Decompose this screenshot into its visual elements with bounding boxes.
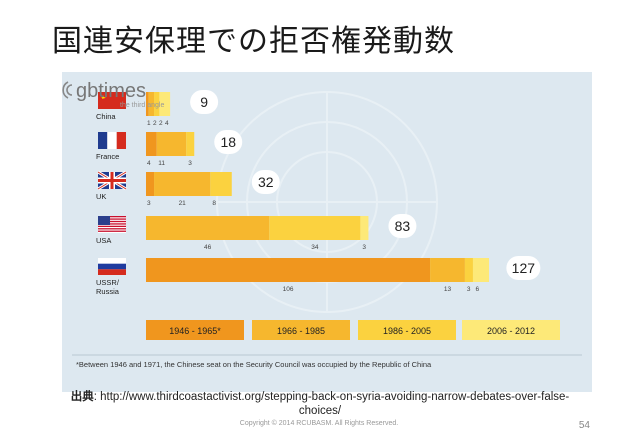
segment-value-label: 46 [204, 244, 212, 251]
bar-segment [154, 92, 160, 116]
bar-segment [472, 258, 490, 282]
legend-label: 1946 - 1965* [169, 326, 221, 336]
total-label: 9 [200, 94, 208, 110]
country-label: Russia [96, 287, 120, 296]
country-label: France [96, 152, 119, 161]
segment-value-label: 3 [188, 160, 192, 167]
total-bubble [506, 256, 541, 280]
bar-segment [360, 216, 369, 240]
segment-value-label: 4 [147, 160, 151, 167]
segment-value-label: 11 [158, 160, 165, 167]
russia-flag-icon [98, 258, 126, 275]
segment-value-label: 34 [311, 244, 319, 251]
segment-value-label: 3 [467, 286, 471, 293]
segment-value-label: 21 [179, 200, 187, 207]
page-number: 54 [578, 420, 590, 431]
legend: 1946 - 1965* 1966 - 1985 1986 - 2005 2006 -… [146, 320, 560, 340]
flags: China France UK USA USSR/Russia [96, 92, 127, 296]
total-bubble [388, 214, 417, 238]
bar-segment [464, 258, 473, 282]
total-label: 127 [512, 260, 536, 276]
bar-segment [146, 258, 431, 282]
bar-segment [159, 92, 171, 116]
logo-brand: gbtimes [76, 80, 146, 102]
bar-segment [146, 92, 149, 116]
gbtimes-logo: gbtimes the third angle [62, 80, 164, 109]
segment-value-label: 4 [165, 120, 169, 127]
segment-value-label: 2 [159, 120, 163, 127]
bar-segment [156, 132, 187, 156]
bar-segment [146, 132, 157, 156]
legend-label: 1966 - 1985 [277, 326, 325, 336]
legend-label: 1986 - 2005 [383, 326, 431, 336]
bar-segment [146, 216, 270, 240]
bar-segment [269, 216, 361, 240]
slide-title: 国連安保理での拒否権発動数 [52, 24, 455, 59]
uk-flag-icon [97, 170, 127, 191]
signal-icon [62, 81, 73, 99]
segment-value-label: 8 [212, 200, 216, 207]
bar-segment [210, 172, 232, 196]
segment-value-label: 3 [147, 200, 151, 207]
segment-value-label: 3 [362, 244, 366, 251]
country-label: China [96, 112, 116, 121]
total-label: 18 [220, 134, 236, 150]
bar-segment [186, 132, 195, 156]
source-label: 出典 [70, 391, 94, 403]
country-label: UK [96, 192, 106, 201]
legend-label: 2006 - 2012 [487, 326, 535, 336]
bar-segment [146, 172, 155, 196]
chart-panel: China France UK USA USSR/Russia 1 2 2 4 9 4 11 3 18 3… [62, 72, 592, 392]
segment-value-label: 6 [475, 286, 479, 293]
segment-value-label: 106 [283, 286, 294, 293]
total-bubble [190, 90, 219, 114]
legend-swatch [146, 320, 244, 340]
source-line: 出典: http://www.thirdcoastactivist.org/st… [60, 390, 580, 418]
source-url[interactable]: : http://www.thirdcoastactivist.org/step… [93, 391, 570, 417]
china-flag-icon [98, 92, 126, 109]
logo-tagline: the third angle [120, 102, 164, 109]
footnote: *Between 1946 and 1971, the Chinese seat… [76, 360, 432, 369]
legend-swatch [462, 320, 560, 340]
bar-segment [430, 258, 465, 282]
total-bubble [214, 130, 243, 154]
bar-segment [154, 172, 211, 196]
total-label: 83 [395, 218, 411, 234]
total-label: 32 [258, 174, 274, 190]
legend-swatch [252, 320, 350, 340]
usa-flag-icon [98, 216, 126, 233]
segment-value-label: 13 [444, 286, 452, 293]
country-label: USSR/ [96, 278, 120, 287]
copyright: Copyright © 2014 RCUBASM. All Rights Res… [239, 420, 399, 427]
total-bubble [251, 170, 280, 194]
france-flag-icon [98, 132, 126, 149]
legend-swatch [358, 320, 456, 340]
country-label: USA [96, 236, 111, 245]
segment-value-label: 2 [153, 120, 157, 127]
bar-segment [148, 92, 155, 116]
segment-value-label: 1 [147, 120, 151, 127]
